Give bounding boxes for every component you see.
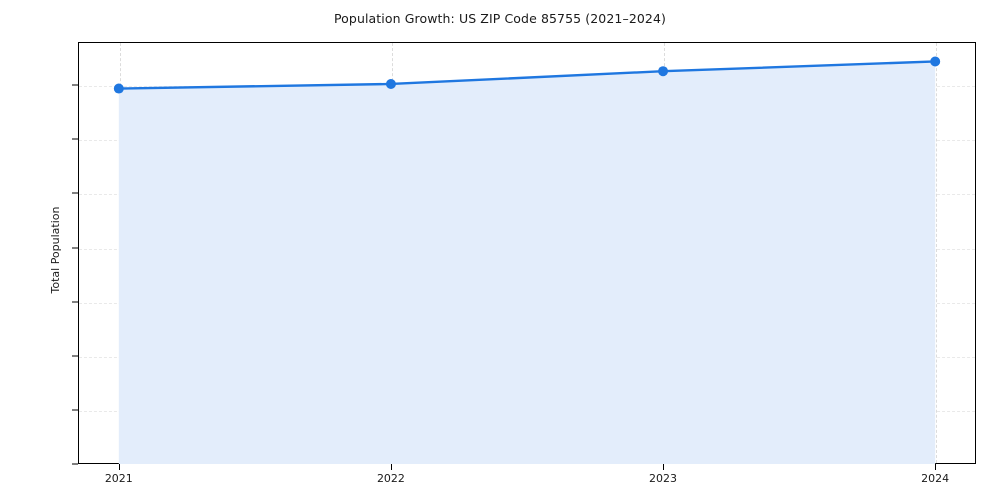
gridline-vertical bbox=[119, 43, 121, 463]
x-axis-tick-mark bbox=[663, 464, 665, 470]
gridline-horizontal bbox=[79, 248, 975, 250]
y-axis-tick-mark bbox=[72, 247, 78, 249]
chart-title: Population Growth: US ZIP Code 85755 (20… bbox=[333, 11, 667, 26]
y-axis-tick-mark bbox=[72, 301, 78, 303]
gridline-horizontal bbox=[79, 140, 975, 142]
gridline-horizontal bbox=[79, 194, 975, 196]
gridline-horizontal bbox=[79, 302, 975, 304]
gridline-vertical bbox=[391, 43, 393, 463]
y-axis-tick-mark bbox=[72, 463, 78, 465]
y-axis-tick-mark bbox=[72, 409, 78, 411]
x-axis-tick-mark bbox=[118, 464, 120, 470]
y-axis-tick-mark bbox=[72, 84, 78, 86]
gridline-vertical bbox=[664, 43, 666, 463]
x-axis-tick-mark bbox=[390, 464, 392, 470]
x-axis-tick-label: 2021 bbox=[104, 472, 133, 485]
x-axis-tick-label: 2024 bbox=[921, 472, 950, 485]
gridline-horizontal bbox=[79, 356, 975, 358]
y-axis-tick-mark bbox=[72, 138, 78, 140]
x-axis-tick-label: 2023 bbox=[649, 472, 678, 485]
x-axis-tick-mark bbox=[935, 464, 937, 470]
x-axis-tick-label: 2022 bbox=[376, 472, 405, 485]
y-axis-tick-mark bbox=[72, 192, 78, 194]
gridline-horizontal bbox=[79, 86, 975, 88]
y-axis-tick-mark bbox=[72, 355, 78, 357]
y-axis-label: Total Population bbox=[48, 206, 62, 294]
gridline-horizontal bbox=[79, 410, 975, 412]
plot-inner bbox=[79, 43, 975, 463]
gridline-vertical bbox=[936, 43, 938, 463]
plot-area bbox=[78, 42, 976, 464]
